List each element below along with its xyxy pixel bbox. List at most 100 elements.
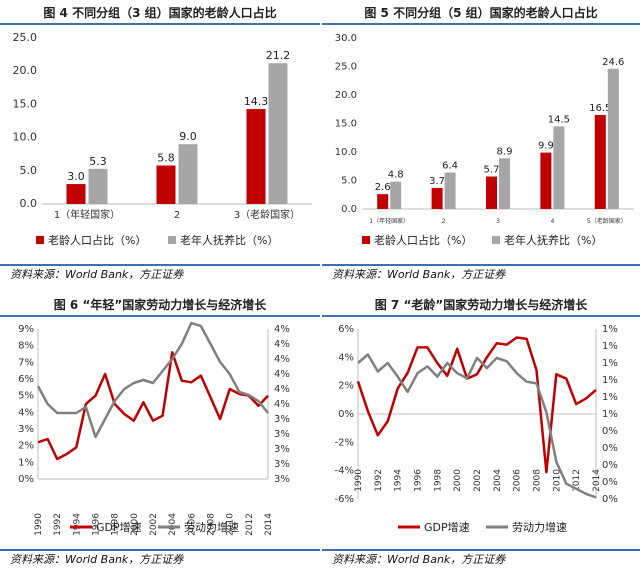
series-line xyxy=(37,351,269,461)
y-right-tick-label: 4% xyxy=(274,384,290,395)
y-tick-label: 25.0 xyxy=(335,62,357,73)
y-left-tick-label: 4% xyxy=(18,407,34,418)
x-tick-label: 2008 xyxy=(533,469,543,492)
x-tick-label: 2014 xyxy=(592,469,602,492)
x-tick-label: 1994 xyxy=(72,513,82,536)
data-label: 4.8 xyxy=(388,170,404,181)
data-label: 8.9 xyxy=(497,146,513,157)
y-right-tick-label: 0% xyxy=(602,494,618,505)
x-tick-label: 3（老龄国家） xyxy=(234,208,300,221)
bar xyxy=(88,168,108,204)
y-left-tick-label: 1% xyxy=(18,457,34,468)
x-tick-label: 1998 xyxy=(433,469,443,492)
y-left-tick-label: -4% xyxy=(335,466,354,477)
y-tick-label: 20.0 xyxy=(13,64,38,77)
y-left-tick-label: 6% xyxy=(18,374,34,385)
bar xyxy=(66,184,86,204)
data-label: 5.7 xyxy=(484,165,500,176)
y-left-tick-label: 4% xyxy=(338,352,354,363)
legend-swatch xyxy=(492,236,500,244)
source-note: 资料来源：World Bank，方正证券 xyxy=(10,268,184,281)
y-right-tick-label: 3% xyxy=(274,429,290,440)
x-tick-label: 2010 xyxy=(226,513,236,536)
y-tick-label: 5.0 xyxy=(341,176,357,187)
y-tick-label: 25.0 xyxy=(13,31,38,44)
series-line xyxy=(36,321,269,439)
x-tick-label: 2014 xyxy=(264,513,274,536)
x-tick-label: 1990 xyxy=(34,513,44,536)
x-tick-label: 2006 xyxy=(187,513,197,536)
legend-swatch xyxy=(168,236,176,244)
bar-chart-fig4: 0.0 5.0 10.0 15.0 20.0 25.0 3.0 5.3 1（年轻国家） 5.8 9.… xyxy=(13,31,312,247)
source-note: 资料来源：World Bank，方正证券 xyxy=(332,553,506,566)
x-tick-label: 1（年轻国家） xyxy=(369,217,409,225)
bar xyxy=(156,165,176,204)
y-right-tick-label: 1% xyxy=(602,341,618,352)
y-right-tick-label: 4% xyxy=(274,324,290,335)
x-tick-label: 2006 xyxy=(513,469,523,492)
bar xyxy=(444,172,456,209)
x-tick-label: 2 xyxy=(442,218,446,225)
chart-panel-fig7: 图 7 “老龄”国家劳动力增长与经济增长 -6% -4% -2% 0% 2% 4% 6% 0%… xyxy=(322,292,640,568)
y-right-tick-label: 3% xyxy=(274,459,290,470)
bar xyxy=(268,63,288,205)
data-label: 14.3 xyxy=(244,95,269,108)
title-divider xyxy=(0,23,320,25)
y-right-tick-label: 3% xyxy=(274,474,290,485)
y-tick-label: 0.0 xyxy=(20,197,38,210)
y-tick-label: 15.0 xyxy=(13,97,38,110)
data-label: 24.6 xyxy=(602,57,624,68)
legend-label: 劳动力增速 xyxy=(184,520,239,534)
x-tick-label: 2010 xyxy=(552,469,562,492)
bar xyxy=(607,68,619,209)
x-tick-label: 2004 xyxy=(168,513,178,536)
x-tick-label: 2002 xyxy=(149,513,159,536)
y-tick-label: 5.0 xyxy=(20,164,38,177)
x-tick-label: 1992 xyxy=(53,513,63,536)
y-right-tick-label: 4% xyxy=(274,339,290,350)
y-left-tick-label: 2% xyxy=(18,441,34,452)
source-divider xyxy=(0,549,320,551)
y-left-tick-label: 6% xyxy=(338,324,354,335)
y-right-tick-label: 3% xyxy=(274,414,290,425)
legend-label: 老龄人口占比（%） xyxy=(374,233,472,247)
bar xyxy=(486,176,497,209)
y-left-tick-label: 3% xyxy=(18,424,34,435)
bar xyxy=(178,144,198,204)
legend-label: GDP增速 xyxy=(96,520,142,534)
x-tick-label: 1996 xyxy=(92,513,102,536)
y-right-tick-label: 1% xyxy=(602,409,618,420)
y-tick-label: 15.0 xyxy=(335,119,357,130)
data-label: 5.3 xyxy=(89,155,107,168)
y-right-tick-label: 1% xyxy=(602,358,618,369)
chart-panel-fig4: 图 4 不同分组（3 组）国家的老龄人口占比 0.0 5.0 10.0 15.0 20.… xyxy=(0,0,320,290)
x-tick-label: 1996 xyxy=(414,469,424,492)
series-line xyxy=(357,353,597,499)
x-tick-label: 5（老龄国家） xyxy=(587,217,627,225)
title-divider xyxy=(0,315,320,317)
y-right-tick-label: 1% xyxy=(602,324,618,335)
legend-label: GDP增速 xyxy=(424,520,470,534)
y-left-tick-label: 7% xyxy=(18,357,34,368)
y-left-tick-label: 9% xyxy=(18,324,34,335)
y-tick-label: 10.0 xyxy=(335,147,357,158)
x-tick-label: 1（年轻国家） xyxy=(54,208,120,221)
bar xyxy=(499,158,510,209)
bar xyxy=(431,187,443,209)
y-right-tick-label: 3% xyxy=(274,444,290,455)
data-label: 9.0 xyxy=(179,130,197,143)
line-chart-fig6: 0% 1% 2% 3% 4% 5% 6% 7% 8% 9% 3% 3% 3% 3% 3% 4% 4% 4% 4% 4%… xyxy=(18,321,290,536)
legend-label: 老龄人口占比（%） xyxy=(48,233,146,247)
chart-title: 图 7 “老龄”国家劳动力增长与经济增长 xyxy=(374,298,588,312)
data-label: 21.2 xyxy=(266,49,291,62)
chart-title: 图 6 “年轻”国家劳动力增长与经济增长 xyxy=(53,298,267,312)
x-tick-label: 2008 xyxy=(207,513,217,536)
x-tick-label: 1994 xyxy=(394,469,404,492)
x-tick-label: 2004 xyxy=(493,469,503,492)
x-tick-label: 2 xyxy=(174,210,180,221)
x-tick-label: 2012 xyxy=(245,513,255,536)
title-divider xyxy=(322,23,640,25)
y-left-tick-label: 2% xyxy=(338,381,354,392)
y-left-tick-label: 5% xyxy=(18,391,34,402)
source-divider xyxy=(0,264,320,266)
